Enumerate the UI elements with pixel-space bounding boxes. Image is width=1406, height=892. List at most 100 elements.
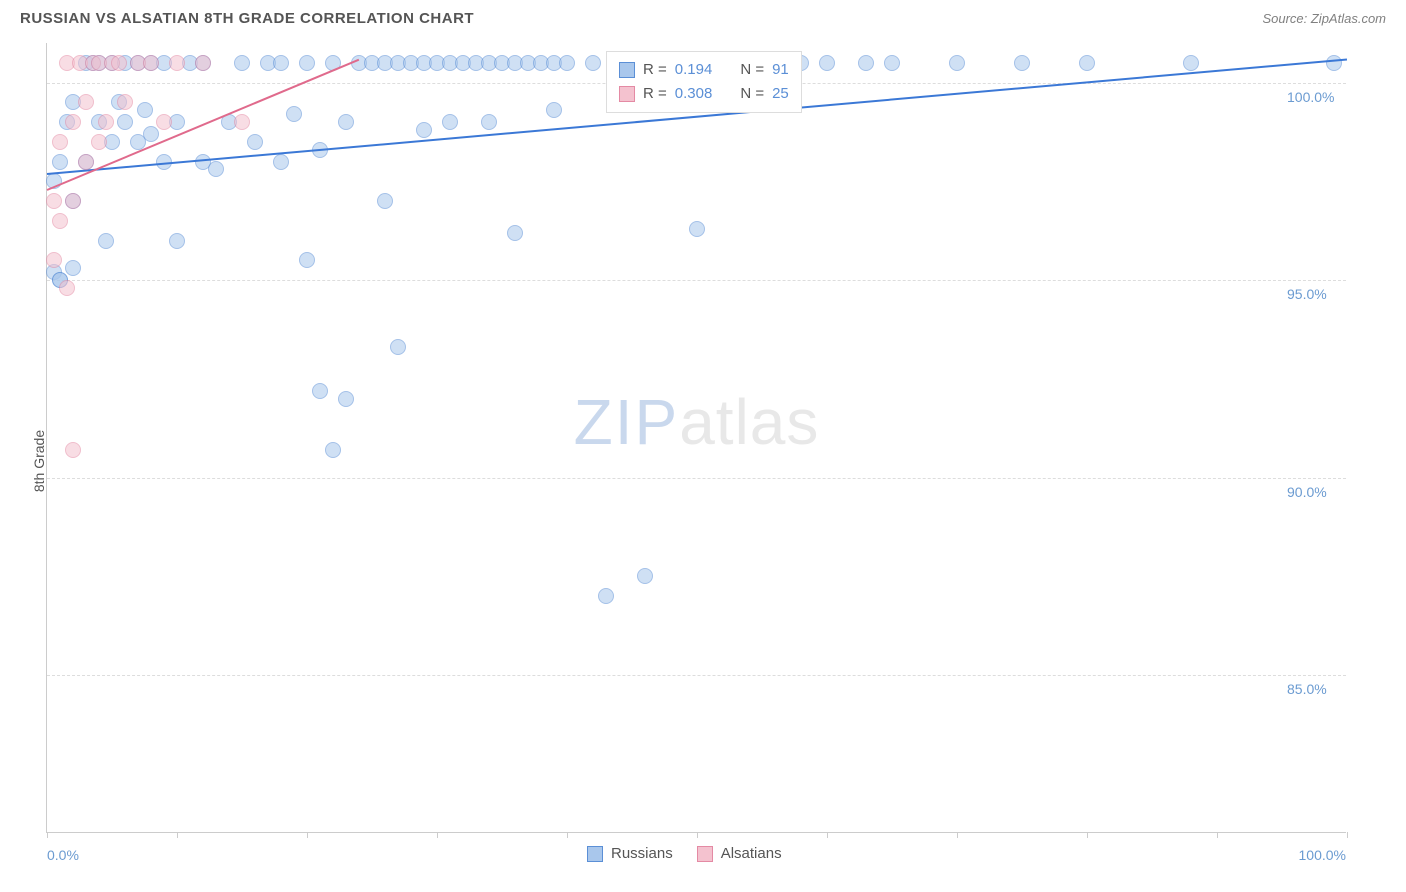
- data-point: [858, 55, 874, 71]
- y-tick-label: 90.0%: [1287, 484, 1327, 500]
- data-point: [98, 233, 114, 249]
- data-point: [195, 55, 211, 71]
- x-tick: [567, 832, 568, 838]
- data-point: [299, 252, 315, 268]
- x-tick: [1217, 832, 1218, 838]
- data-point: [52, 134, 68, 150]
- data-point: [46, 252, 62, 268]
- y-tick-label: 100.0%: [1287, 89, 1334, 105]
- data-point: [78, 94, 94, 110]
- data-point: [1079, 55, 1095, 71]
- data-point: [91, 134, 107, 150]
- correlation-legend: R = 0.194 N = 91 R = 0.308 N = 25: [606, 51, 802, 113]
- legend-row: R = 0.308 N = 25: [619, 82, 789, 106]
- x-tick: [437, 832, 438, 838]
- gridline: [47, 280, 1346, 281]
- data-point: [637, 568, 653, 584]
- legend-n-value: 25: [772, 82, 789, 106]
- data-point: [689, 221, 705, 237]
- x-axis-min-label: 0.0%: [47, 847, 79, 863]
- data-point: [52, 154, 68, 170]
- data-point: [442, 114, 458, 130]
- data-point: [819, 55, 835, 71]
- legend-n-label: N =: [740, 82, 764, 106]
- x-tick: [307, 832, 308, 838]
- x-tick: [697, 832, 698, 838]
- data-point: [111, 55, 127, 71]
- data-point: [59, 280, 75, 296]
- data-point: [98, 114, 114, 130]
- gridline: [47, 675, 1346, 676]
- legend-n-value: 91: [772, 58, 789, 82]
- chart-source: Source: ZipAtlas.com: [1262, 11, 1386, 26]
- data-point: [52, 213, 68, 229]
- y-axis-label: 8th Grade: [31, 430, 47, 492]
- data-point: [1183, 55, 1199, 71]
- legend-r-label: R =: [643, 58, 667, 82]
- data-point: [78, 154, 94, 170]
- data-point: [325, 442, 341, 458]
- data-point: [143, 126, 159, 142]
- data-point: [559, 55, 575, 71]
- data-point: [338, 114, 354, 130]
- chart-header: RUSSIAN VS ALSATIAN 8TH GRADE CORRELATIO…: [0, 0, 1406, 33]
- x-tick: [177, 832, 178, 838]
- legend-r-value: 0.194: [675, 58, 713, 82]
- y-tick-label: 85.0%: [1287, 681, 1327, 697]
- watermark-zip: ZIP: [574, 386, 680, 458]
- data-point: [117, 114, 133, 130]
- data-point: [273, 154, 289, 170]
- data-point: [234, 114, 250, 130]
- x-tick: [1347, 832, 1348, 838]
- x-tick: [957, 832, 958, 838]
- data-point: [247, 134, 263, 150]
- plot-region: ZIPatlas 85.0%90.0%95.0%100.0%0.0%100.0%…: [46, 43, 1346, 833]
- data-point: [585, 55, 601, 71]
- legend-item: Russians: [587, 845, 673, 862]
- x-axis-max-label: 100.0%: [1299, 847, 1346, 863]
- legend-swatch: [619, 62, 635, 78]
- x-tick: [1087, 832, 1088, 838]
- data-point: [46, 193, 62, 209]
- data-point: [598, 588, 614, 604]
- data-point: [169, 233, 185, 249]
- watermark: ZIPatlas: [574, 385, 820, 459]
- y-tick-label: 95.0%: [1287, 286, 1327, 302]
- data-point: [234, 55, 250, 71]
- legend-row: R = 0.194 N = 91: [619, 58, 789, 82]
- data-point: [377, 193, 393, 209]
- data-point: [338, 391, 354, 407]
- legend-r-label: R =: [643, 82, 667, 106]
- data-point: [949, 55, 965, 71]
- data-point: [169, 55, 185, 71]
- data-point: [65, 193, 81, 209]
- legend-r-value: 0.308: [675, 82, 713, 106]
- legend-swatch: [697, 846, 713, 862]
- data-point: [546, 102, 562, 118]
- data-point: [312, 383, 328, 399]
- data-point: [286, 106, 302, 122]
- x-tick: [827, 832, 828, 838]
- data-point: [156, 114, 172, 130]
- data-point: [65, 442, 81, 458]
- legend-label: Russians: [611, 845, 673, 862]
- chart-area: 8th Grade ZIPatlas 85.0% 90.0% 95.0% 100.0%…: [0, 33, 1406, 889]
- legend-swatch: [587, 846, 603, 862]
- data-point: [143, 55, 159, 71]
- legend-n-label: N =: [740, 58, 764, 82]
- data-point: [390, 339, 406, 355]
- chart-title: RUSSIAN VS ALSATIAN 8TH GRADE CORRELATIO…: [20, 10, 474, 27]
- gridline: [47, 478, 1346, 479]
- data-point: [884, 55, 900, 71]
- data-point: [117, 94, 133, 110]
- data-point: [65, 114, 81, 130]
- data-point: [416, 122, 432, 138]
- data-point: [65, 260, 81, 276]
- x-tick: [47, 832, 48, 838]
- data-point: [481, 114, 497, 130]
- data-point: [299, 55, 315, 71]
- data-point: [208, 161, 224, 177]
- series-legend: RussiansAlsatians: [587, 845, 782, 862]
- data-point: [507, 225, 523, 241]
- data-point: [1014, 55, 1030, 71]
